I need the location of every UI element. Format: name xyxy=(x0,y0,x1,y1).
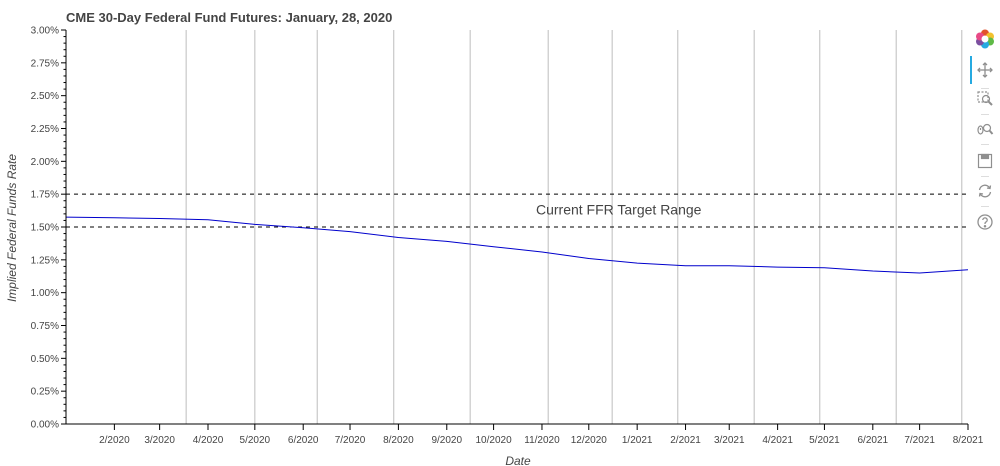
y-tick-label: 2.50% xyxy=(31,91,59,102)
x-tick-label: 6/2020 xyxy=(288,435,319,446)
x-tick-label: 7/2020 xyxy=(335,435,366,446)
series-line xyxy=(65,216,969,274)
y-tick-label: 0.75% xyxy=(31,321,59,332)
y-tick-label: 0.50% xyxy=(31,354,59,365)
y-tick-label: 2.75% xyxy=(31,58,59,69)
wheel-zoom-icon[interactable] xyxy=(974,118,996,140)
chart-title: CME 30-Day Federal Fund Futures: January… xyxy=(66,10,392,25)
y-axis-ticks: 0.00% 0.25% 0.50% 0.75% 1.00% 1.25% 1.50% 1.75%… xyxy=(31,26,66,431)
toolbar-separator xyxy=(981,88,989,89)
y-axis-label: Implied Federal Funds Rate xyxy=(5,154,19,302)
x-tick-label: 4/2020 xyxy=(193,435,224,446)
x-tick-label: 12/2020 xyxy=(571,435,608,446)
bokeh-logo-icon[interactable] xyxy=(974,28,996,50)
save-icon[interactable] xyxy=(974,150,996,172)
x-tick-label: 4/2021 xyxy=(762,435,793,446)
x-axis-label: Date xyxy=(505,454,531,466)
x-tick-label: 8/2020 xyxy=(383,435,414,446)
y-tick-label: 1.25% xyxy=(31,255,59,266)
x-tick-label: 2/2021 xyxy=(670,435,701,446)
toolbar-separator xyxy=(981,144,989,145)
y-tick-label: 1.50% xyxy=(31,223,59,234)
reference-lines xyxy=(66,193,968,228)
y-tick-label: 0.00% xyxy=(31,420,59,431)
x-tick-label: 5/2021 xyxy=(809,435,840,446)
y-tick-label: 3.00% xyxy=(31,26,59,37)
x-tick-label: 2/2020 xyxy=(99,435,130,446)
annotation-text: Current FFR Target Range xyxy=(536,202,702,218)
y-tick-label: 0.25% xyxy=(31,387,59,398)
x-tick-label: 5/2020 xyxy=(240,435,271,446)
x-axis-ticks: 2/2020 3/2020 4/2020 5/2020 6/2020 7/2020 8/20… xyxy=(99,424,984,446)
x-tick-label: 9/2020 xyxy=(431,435,462,446)
x-tick-label: 7/2021 xyxy=(904,435,935,446)
y-tick-label: 2.00% xyxy=(31,157,59,168)
toolbar-separator xyxy=(981,114,989,115)
toolbar-separator xyxy=(981,206,989,207)
y-tick-label: 1.00% xyxy=(31,288,59,299)
x-tick-label: 3/2020 xyxy=(144,435,175,446)
help-icon[interactable] xyxy=(974,211,996,233)
reset-icon[interactable] xyxy=(974,180,996,202)
x-tick-label: 10/2020 xyxy=(476,435,513,446)
x-tick-label: 8/2021 xyxy=(953,435,984,446)
x-tick-label: 3/2021 xyxy=(714,435,745,446)
y-tick-label: 2.25% xyxy=(31,124,59,135)
box-zoom-icon[interactable] xyxy=(974,88,996,110)
active-tool-indicator xyxy=(970,56,972,84)
x-tick-label: 1/2021 xyxy=(622,435,653,446)
x-tick-label: 6/2021 xyxy=(858,435,889,446)
x-tick-label: 11/2020 xyxy=(524,435,560,446)
toolbar-separator xyxy=(981,176,989,177)
chart-toolbar xyxy=(970,26,1000,266)
y-tick-label: 1.75% xyxy=(31,190,59,201)
pan-icon[interactable] xyxy=(974,59,996,81)
